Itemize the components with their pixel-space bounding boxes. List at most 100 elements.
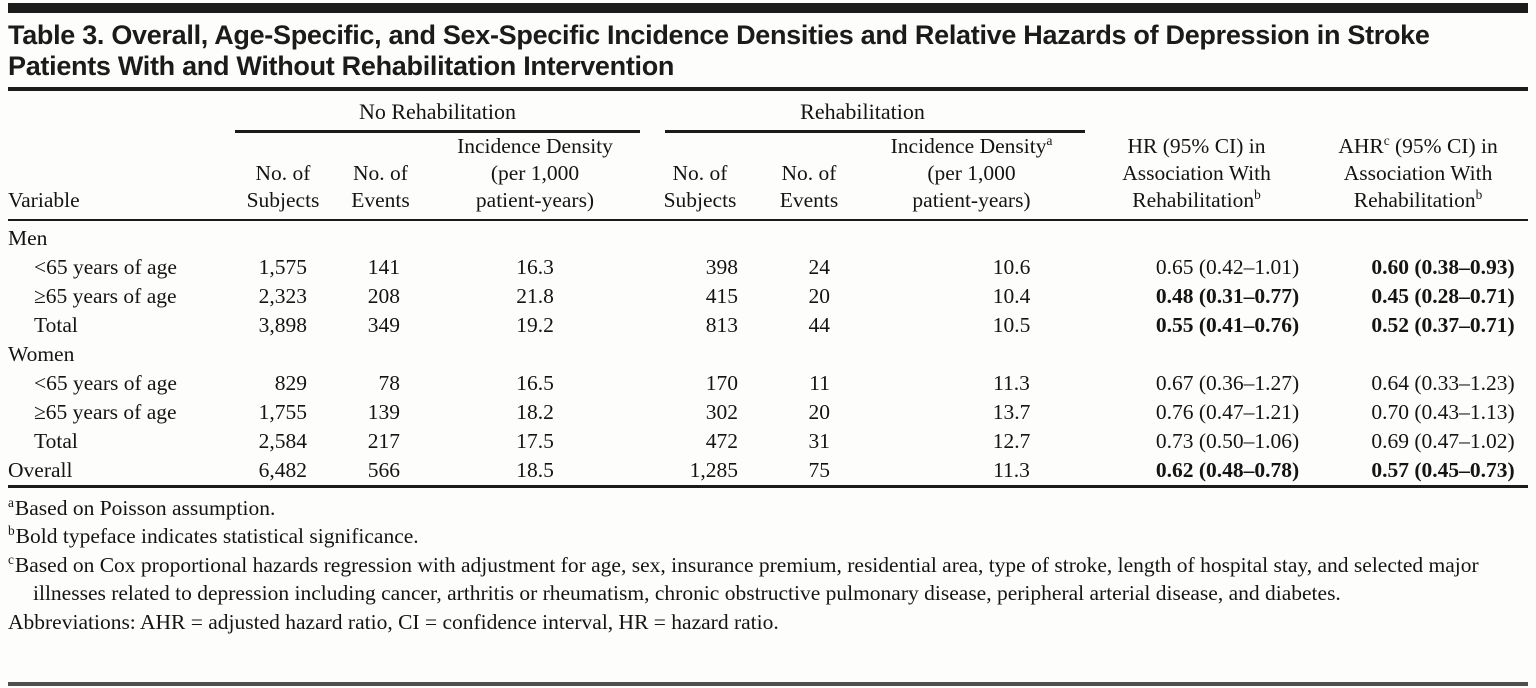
table-row: <65 years of age 829 78 16.5 170 11 11.3 0.67 (… <box>8 369 1528 398</box>
cell: 3,898 <box>258 313 307 337</box>
cell <box>640 340 760 369</box>
cell: 472 <box>705 429 738 453</box>
cell: 11 <box>809 371 830 395</box>
spanner-row: No Rehabilitation Rehabilitation <box>8 91 1528 133</box>
cell: 31 <box>808 429 831 453</box>
cell <box>760 340 858 369</box>
cell: 0.69 (0.47–1.02) <box>1371 429 1515 453</box>
footnote-c: cBased on Cox proportional hazards regre… <box>8 551 1528 608</box>
cell: 0.55 (0.41–0.76) <box>1155 313 1300 337</box>
cell: 2,584 <box>258 429 307 453</box>
row-label: Women <box>8 342 75 366</box>
cell: 829 <box>274 371 307 395</box>
cell: 813 <box>705 313 738 337</box>
cell <box>235 340 331 369</box>
cell <box>430 220 640 253</box>
cell: 0.60 (0.38–0.93) <box>1371 255 1515 279</box>
cell: 19.2 <box>516 313 554 337</box>
cell: 302 <box>705 400 738 424</box>
cell: 18.5 <box>516 458 554 482</box>
cell: 1,755 <box>258 400 307 424</box>
cell: 0.48 (0.31–0.77) <box>1155 284 1300 308</box>
footnote-text: Bold typeface indicates statistical sign… <box>15 524 419 549</box>
cell: 208 <box>367 284 400 308</box>
cell <box>430 340 640 369</box>
cell: 20 <box>808 284 831 308</box>
cell: 20 <box>808 400 831 424</box>
cell <box>1085 340 1308 369</box>
cell <box>331 340 430 369</box>
col-header-incidence-norehab: Incidence Density (per 1,000 patient-yea… <box>430 133 640 221</box>
table-row: ≥65 years of age 2,323 208 21.8 415 20 10.4 0.4… <box>8 282 1528 311</box>
table-body: Men <65 years of age 1,575 141 16.3 398 24 10.6… <box>8 220 1528 487</box>
table-row: Women <box>8 340 1528 369</box>
cell: 1,575 <box>258 255 307 279</box>
row-label: ≥65 years of age <box>34 400 177 424</box>
table-row: Men <box>8 220 1528 253</box>
cell: 75 <box>808 458 831 482</box>
cell: 170 <box>705 371 738 395</box>
cell: 44 <box>808 313 831 337</box>
abbreviations-line: Abbreviations: AHR = adjusted hazard rat… <box>8 609 779 634</box>
col-header-incidence-rehab: Incidence Densitya (per 1,000 patient-ye… <box>858 133 1086 221</box>
cell: 1,285 <box>689 458 738 482</box>
cell: 415 <box>705 284 738 308</box>
cell: 13.7 <box>992 400 1031 424</box>
cell: 0.67 (0.36–1.27) <box>1155 371 1300 395</box>
cell: 10.6 <box>992 255 1031 279</box>
footnote-b: bBold typeface indicates statistical sig… <box>8 522 1528 550</box>
col-header-events-norehab: No. of Events <box>331 133 430 221</box>
group-rehabilitation-label: Rehabilitation <box>800 99 925 124</box>
cell: 21.8 <box>516 284 554 308</box>
row-label: Overall <box>8 458 73 482</box>
row-label: <65 years of age <box>34 371 177 395</box>
spanner-spacer <box>8 91 235 133</box>
cell <box>858 220 1085 253</box>
col-header-subjects-rehab: No. of Subjects <box>640 133 760 221</box>
cell: 398 <box>705 255 738 279</box>
row-label: <65 years of age <box>34 255 177 279</box>
footnote-a: aBased on Poisson assumption. <box>8 494 1528 522</box>
cell: 217 <box>367 429 400 453</box>
title-rule <box>8 87 1528 91</box>
footnote-marker: c <box>8 551 14 567</box>
cell: 78 <box>378 371 401 395</box>
table-row: <65 years of age 1,575 141 16.3 398 24 10.6 0.6… <box>8 253 1528 282</box>
row-label: Total <box>34 313 78 337</box>
cell: 6,482 <box>258 458 307 482</box>
cell <box>1308 220 1528 253</box>
cell: 141 <box>367 255 400 279</box>
col-header-variable: Variable <box>8 133 235 221</box>
cell: 2,323 <box>258 284 307 308</box>
group-no-rehabilitation-label: No Rehabilitation <box>358 99 517 124</box>
cell: 12.7 <box>992 429 1031 453</box>
cell: 0.76 (0.47–1.21) <box>1155 400 1300 424</box>
table-row: Overall 6,482 566 18.5 1,285 75 11.3 0.62 (0.48… <box>8 456 1528 487</box>
table-row: Total 2,584 217 17.5 472 31 12.7 0.73 (0.50–1.0… <box>8 427 1528 456</box>
row-label: Men <box>8 226 48 250</box>
cell: 11.3 <box>993 458 1030 482</box>
group-no-rehabilitation: No Rehabilitation <box>235 91 640 133</box>
cell: 0.64 (0.33–1.23) <box>1371 371 1515 395</box>
cell: 18.2 <box>516 400 554 424</box>
cell <box>1085 220 1308 253</box>
row-label: ≥65 years of age <box>34 284 177 308</box>
col-header-ahr: AHRc (95% CI) in Association With Rehabi… <box>1308 132 1529 221</box>
footnote-marker: b <box>8 523 15 539</box>
footnote-text: Based on Cox proportional hazards regres… <box>14 552 1479 606</box>
group-underline <box>665 130 1086 133</box>
footnote-marker-b: b <box>1475 186 1483 202</box>
col-header-hr: HR (95% CI) in Association With Rehabili… <box>1085 133 1309 221</box>
cell: 139 <box>367 400 400 424</box>
cell: 0.45 (0.28–0.71) <box>1371 284 1515 308</box>
group-underline <box>235 130 640 133</box>
footnote-marker-c: c <box>1383 132 1390 148</box>
cell: 0.52 (0.37–0.71) <box>1371 313 1515 337</box>
bottom-rule <box>8 682 1528 686</box>
cell: 10.4 <box>992 284 1031 308</box>
spanner-spacer <box>1085 91 1528 133</box>
cell: 0.65 (0.42–1.01) <box>1155 255 1300 279</box>
footnote-marker: a <box>8 494 14 510</box>
cell <box>235 220 331 253</box>
table-row: ≥65 years of age 1,755 139 18.2 302 20 13.7 0.7… <box>8 398 1528 427</box>
